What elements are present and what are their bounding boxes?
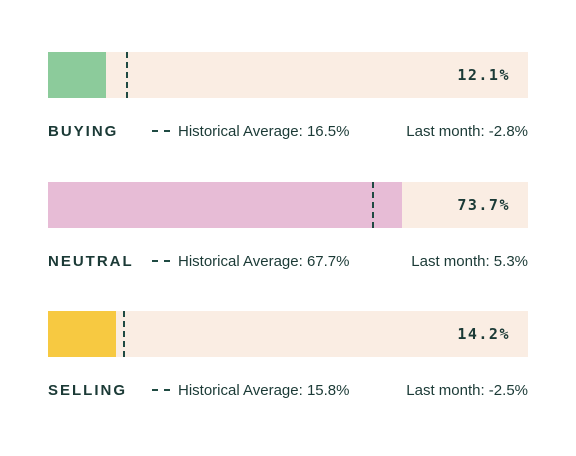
dashed-line-icon xyxy=(152,259,170,262)
historical-average-text-buying: Historical Average: 16.5% xyxy=(178,123,350,140)
bar-neutral xyxy=(48,182,402,228)
bar-track-selling: 14.2% xyxy=(48,311,528,357)
row-buying: 12.1% BUYING Historical Average: 16.5% L… xyxy=(48,52,528,152)
last-month-buying: Last month: -2.8% xyxy=(406,123,528,140)
bar-track-neutral: 73.7% xyxy=(48,182,528,228)
last-month-neutral: Last month: 5.3% xyxy=(411,253,528,270)
category-label-buying: BUYING xyxy=(48,123,119,140)
historical-average-legend-buying: Historical Average: 16.5% xyxy=(152,123,349,140)
dashed-line-icon xyxy=(152,129,170,132)
category-label-neutral: NEUTRAL xyxy=(48,253,134,270)
dashed-line-icon xyxy=(152,388,170,391)
bar-buying xyxy=(48,52,107,98)
historical-average-legend-selling: Historical Average: 15.8% xyxy=(152,382,349,399)
value-label-neutral: 73.7% xyxy=(457,196,510,214)
row-meta-neutral: NEUTRAL Historical Average: 67.7% Last m… xyxy=(48,252,528,272)
historical-average-line-buying xyxy=(126,52,129,98)
row-meta-buying: BUYING Historical Average: 16.5% Last mo… xyxy=(48,122,528,142)
last-month-selling: Last month: -2.5% xyxy=(406,382,528,399)
row-selling: 14.2% SELLING Historical Average: 15.8% … xyxy=(48,311,528,411)
value-label-buying: 12.1% xyxy=(457,66,510,84)
row-neutral: 73.7% NEUTRAL Historical Average: 67.7% … xyxy=(48,182,528,282)
bar-track-buying: 12.1% xyxy=(48,52,528,98)
historical-average-text-selling: Historical Average: 15.8% xyxy=(178,382,350,399)
value-label-selling: 14.2% xyxy=(457,325,510,343)
category-label-selling: SELLING xyxy=(48,382,128,399)
historical-average-line-neutral xyxy=(371,182,374,228)
historical-average-legend-neutral: Historical Average: 67.7% xyxy=(152,253,349,270)
bar-selling xyxy=(48,311,117,357)
historical-average-line-selling xyxy=(122,311,125,357)
historical-average-text-neutral: Historical Average: 67.7% xyxy=(178,253,350,270)
row-meta-selling: SELLING Historical Average: 15.8% Last m… xyxy=(48,381,528,401)
